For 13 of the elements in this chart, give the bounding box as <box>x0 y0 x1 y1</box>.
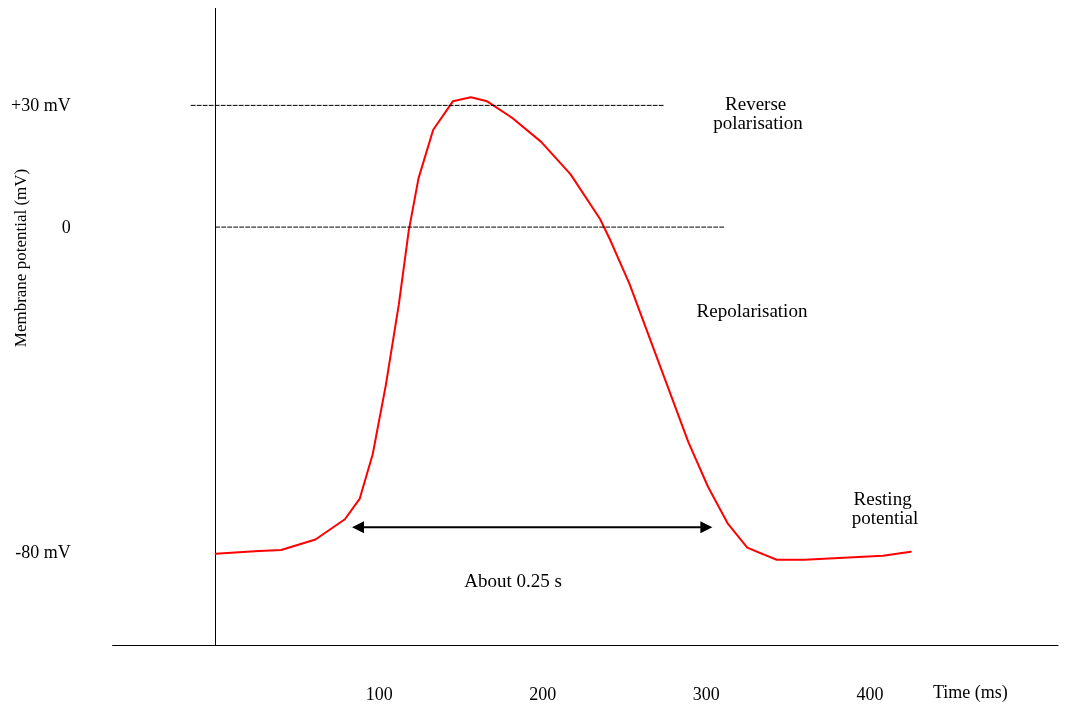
y-tick-label: -80 mV <box>15 541 71 562</box>
y-axis-title: Membrane potential (mV) <box>11 168 30 348</box>
x-tick-label: 100 <box>365 684 393 704</box>
annotation: About 0.25 s <box>464 569 562 591</box>
annotation: Resting potential <box>851 488 919 528</box>
annotation: Repolarisation <box>696 299 808 321</box>
x-tick-label: 300 <box>692 684 720 704</box>
x-axis-title: Time (ms) <box>933 682 1008 703</box>
x-tick-label: 200 <box>529 684 557 704</box>
annotation: Reverse polarisation <box>713 93 804 133</box>
y-tick-label: +30 mV <box>11 95 71 116</box>
y-tick-label: 0 <box>61 217 71 238</box>
x-tick-label: 400 <box>856 684 884 704</box>
